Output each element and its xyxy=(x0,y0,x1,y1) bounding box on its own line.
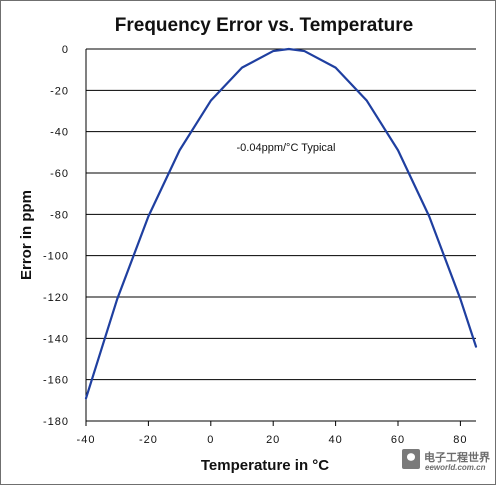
x-axis-label: Temperature in °C xyxy=(201,457,329,474)
annotation-label: -0.04ppm/°C Typical xyxy=(237,142,336,154)
tick-labels: 0 -20 -40 -60 -80 -100 -120 -140 -160 -180 -40 -20 0… xyxy=(43,44,467,446)
x-tick-label: -40 xyxy=(77,434,96,446)
y-tick-label: -60 xyxy=(50,168,69,180)
y-tick-label: -40 xyxy=(50,127,69,139)
chart-title: Frequency Error vs. Temperature xyxy=(115,15,413,36)
x-tick-label: 0 xyxy=(207,434,214,446)
watermark-main: 电子工程世界 xyxy=(424,450,490,464)
y-tick-label: -160 xyxy=(43,375,69,387)
series-group xyxy=(84,47,478,400)
y-tick-label: 0 xyxy=(62,44,69,56)
watermark-logo-mark xyxy=(407,453,415,461)
x-tick-label: 80 xyxy=(453,434,467,446)
x-tick-label: 60 xyxy=(391,434,405,446)
y-tick-label: -20 xyxy=(50,85,69,97)
y-tick-label: -120 xyxy=(43,292,69,304)
x-tick-label: 20 xyxy=(266,434,280,446)
y-tick-label: -180 xyxy=(43,416,69,428)
y-tick-label: -80 xyxy=(50,209,69,221)
x-tick-label: -20 xyxy=(139,434,158,446)
y-axis-label: Error in ppm xyxy=(18,190,35,280)
x-tick-label: 40 xyxy=(328,434,342,446)
y-tick-label: -140 xyxy=(43,333,69,345)
y-tick-label: -100 xyxy=(43,251,69,263)
watermark: 电子工程世界 eeworld.com.cn xyxy=(402,449,490,472)
series-line xyxy=(84,47,478,400)
axes xyxy=(85,49,476,426)
watermark-sub: eeworld.com.cn xyxy=(425,463,486,472)
grid-lines xyxy=(86,48,476,381)
